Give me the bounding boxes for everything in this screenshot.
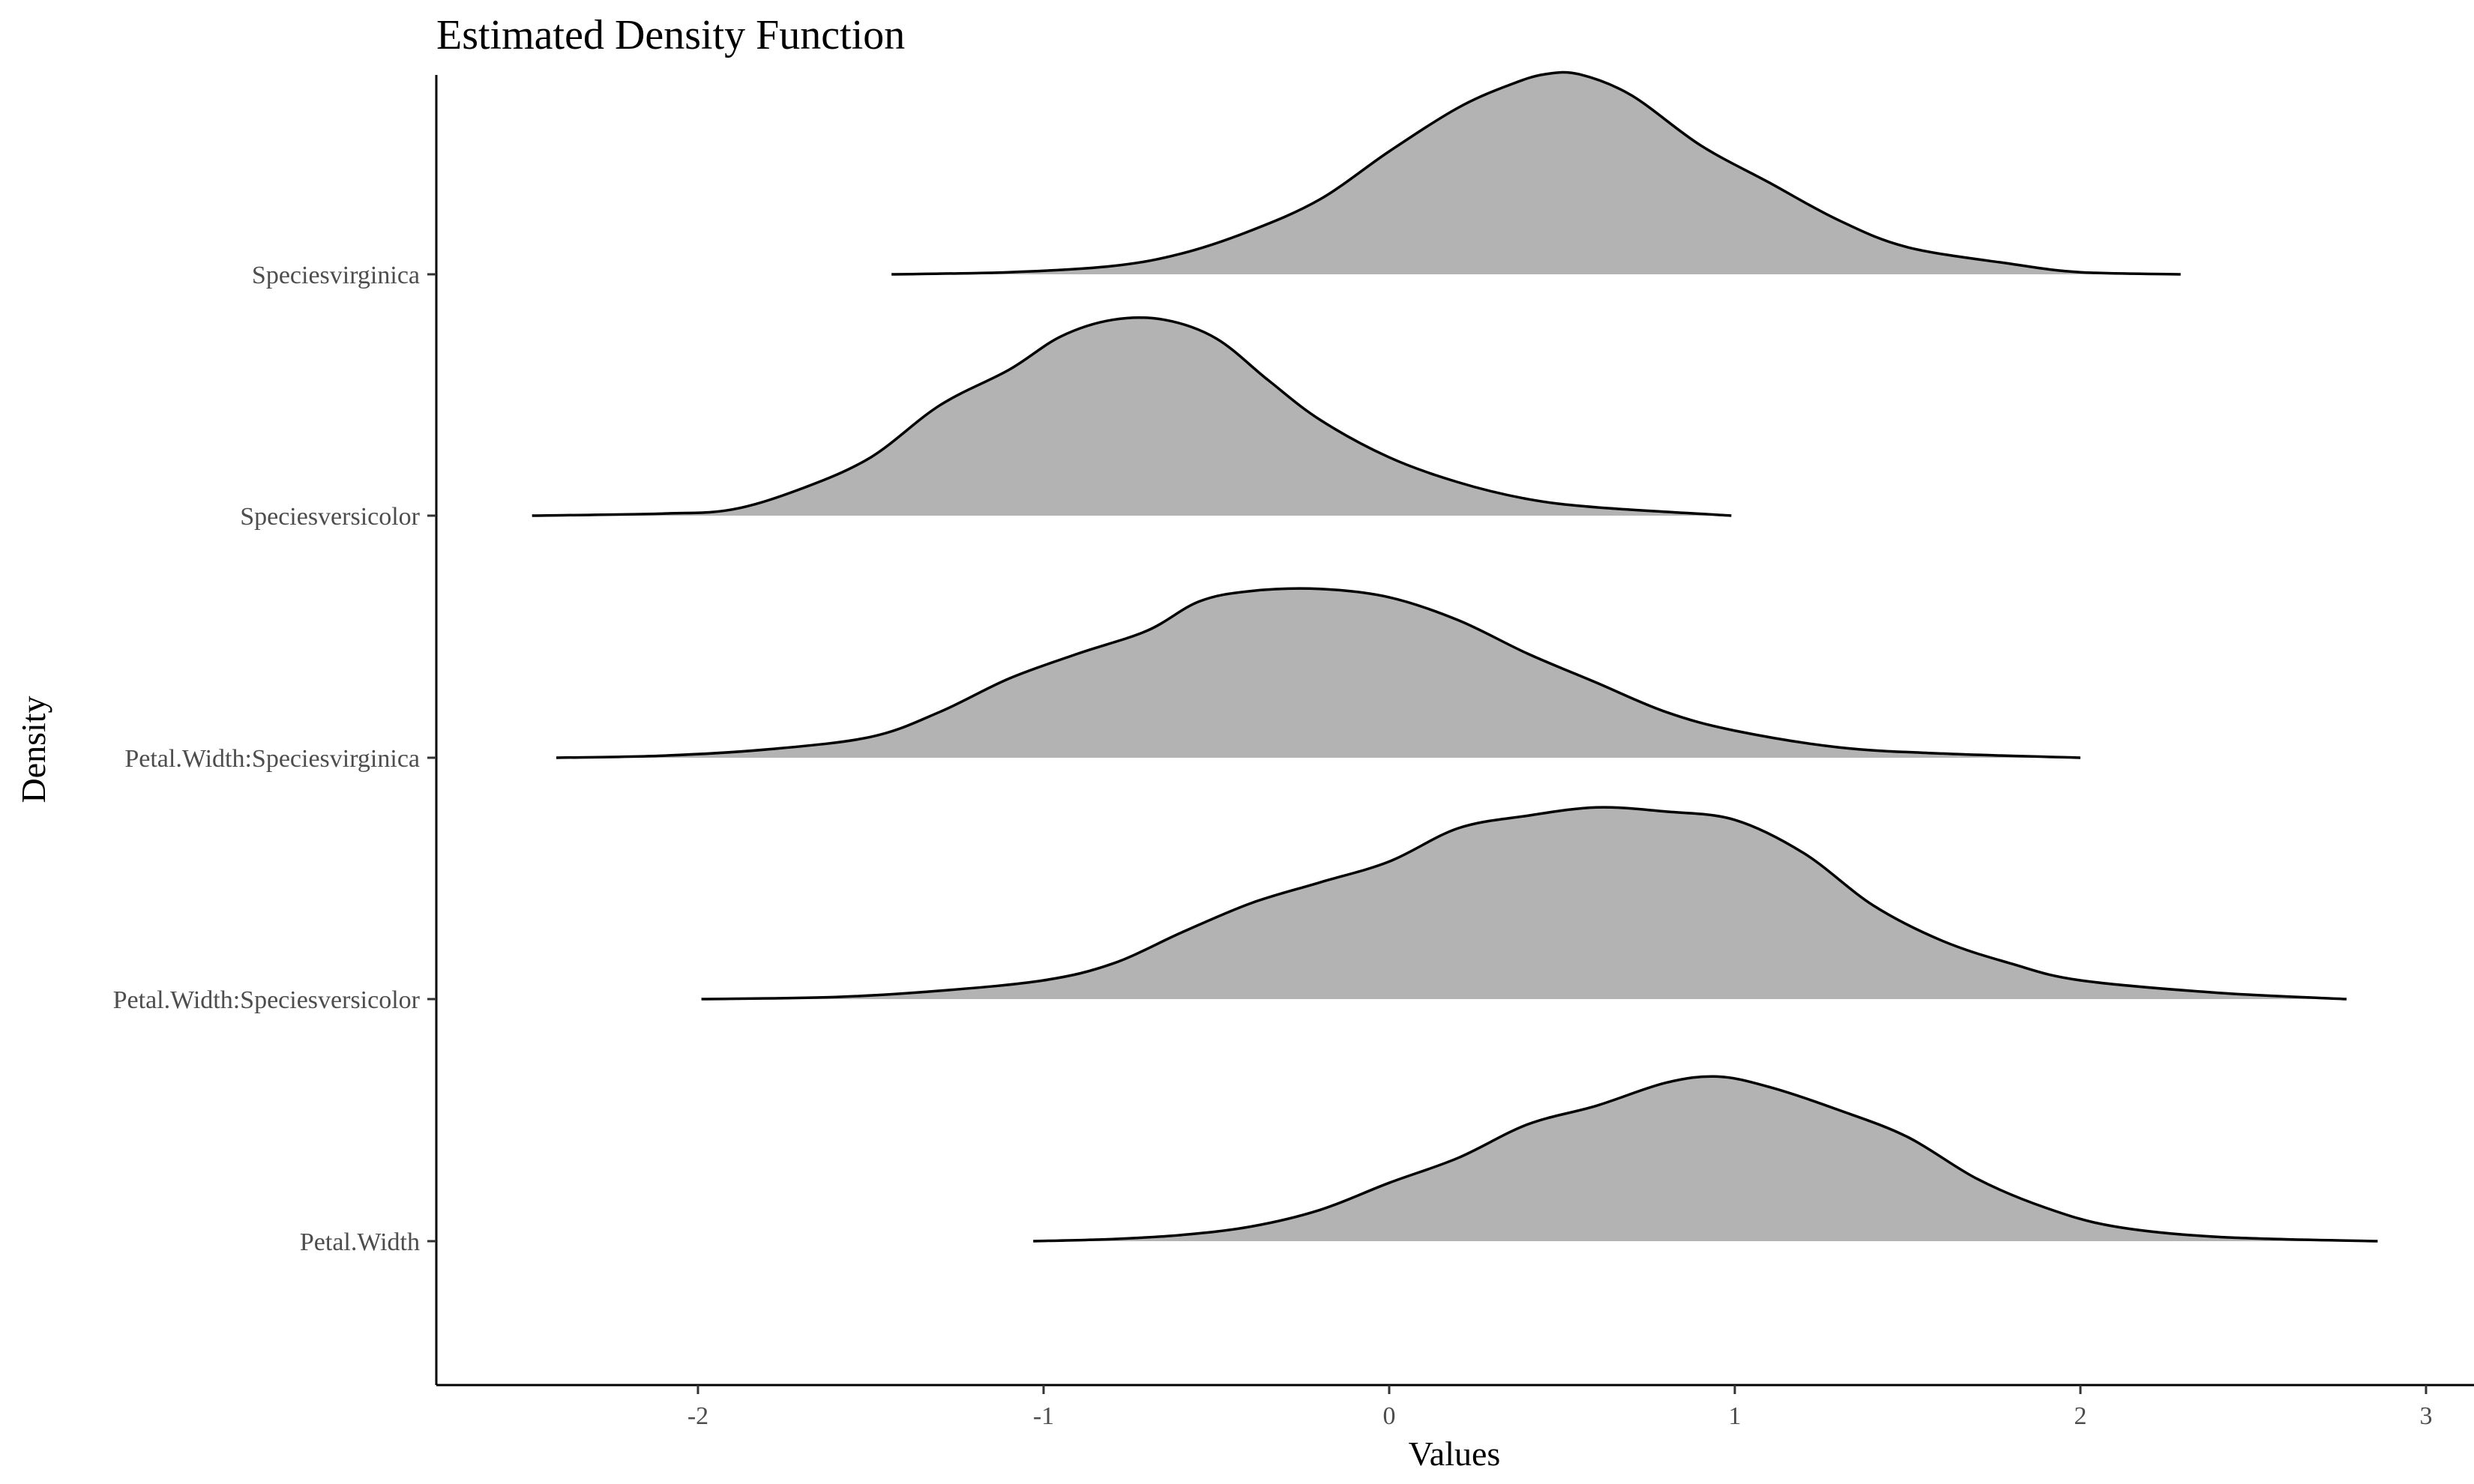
x-tick-label: 1 (1729, 1402, 1742, 1430)
y-tick-label: Petal.Width:Speciesvirginica (124, 745, 420, 773)
x-axis-title: Values (1409, 1435, 1501, 1473)
x-tick-label: 2 (2074, 1402, 2087, 1430)
x-tick-label: -2 (687, 1402, 708, 1430)
x-tick-label: 0 (1383, 1402, 1396, 1430)
y-tick-label: Speciesversicolor (240, 503, 420, 531)
y-tick-label: Speciesvirginica (252, 262, 420, 289)
ridge-line-petal-width (1033, 1075, 2378, 1243)
chart-title: Estimated Density Function (436, 12, 905, 58)
x-tick-label: 3 (2420, 1402, 2433, 1430)
ridges-layer (532, 70, 2378, 1243)
ridge-fill-speciesvirginica (891, 72, 2181, 275)
ridge-petal-width-speciesvirginica (556, 587, 2081, 759)
ridge-fill-petal-width (1033, 1076, 2378, 1241)
x-tick-label: -1 (1033, 1402, 1054, 1430)
ridge-fill-speciesversicolor (532, 317, 1732, 516)
ridge-line-petal-width-speciesversicolor (701, 806, 2347, 1001)
x-axis: -2 -1 0 1 2 3 (436, 1384, 2474, 1430)
y-tick-label: Petal.Width (300, 1228, 420, 1256)
ridge-speciesversicolor (532, 316, 1732, 517)
y-axis-title: Density (14, 696, 52, 803)
ridge-petal-width (1033, 1075, 2378, 1243)
ridge-line-petal-width-speciesvirginica (556, 587, 2081, 759)
ridge-fill-petal-width-speciesvirginica (556, 588, 2080, 758)
y-tick-label: Petal.Width:Speciesversicolor (113, 986, 421, 1014)
ridge-speciesvirginica (891, 70, 2181, 276)
ridge-line-speciesvirginica (891, 70, 2181, 276)
ridge-line-speciesversicolor (532, 316, 1732, 517)
ridge-petal-width-speciesversicolor (701, 806, 2347, 1001)
y-axis: Petal.Width Petal.Width:Speciesversicolor… (113, 75, 438, 1385)
ridge-fill-petal-width-speciesversicolor (701, 807, 2347, 999)
